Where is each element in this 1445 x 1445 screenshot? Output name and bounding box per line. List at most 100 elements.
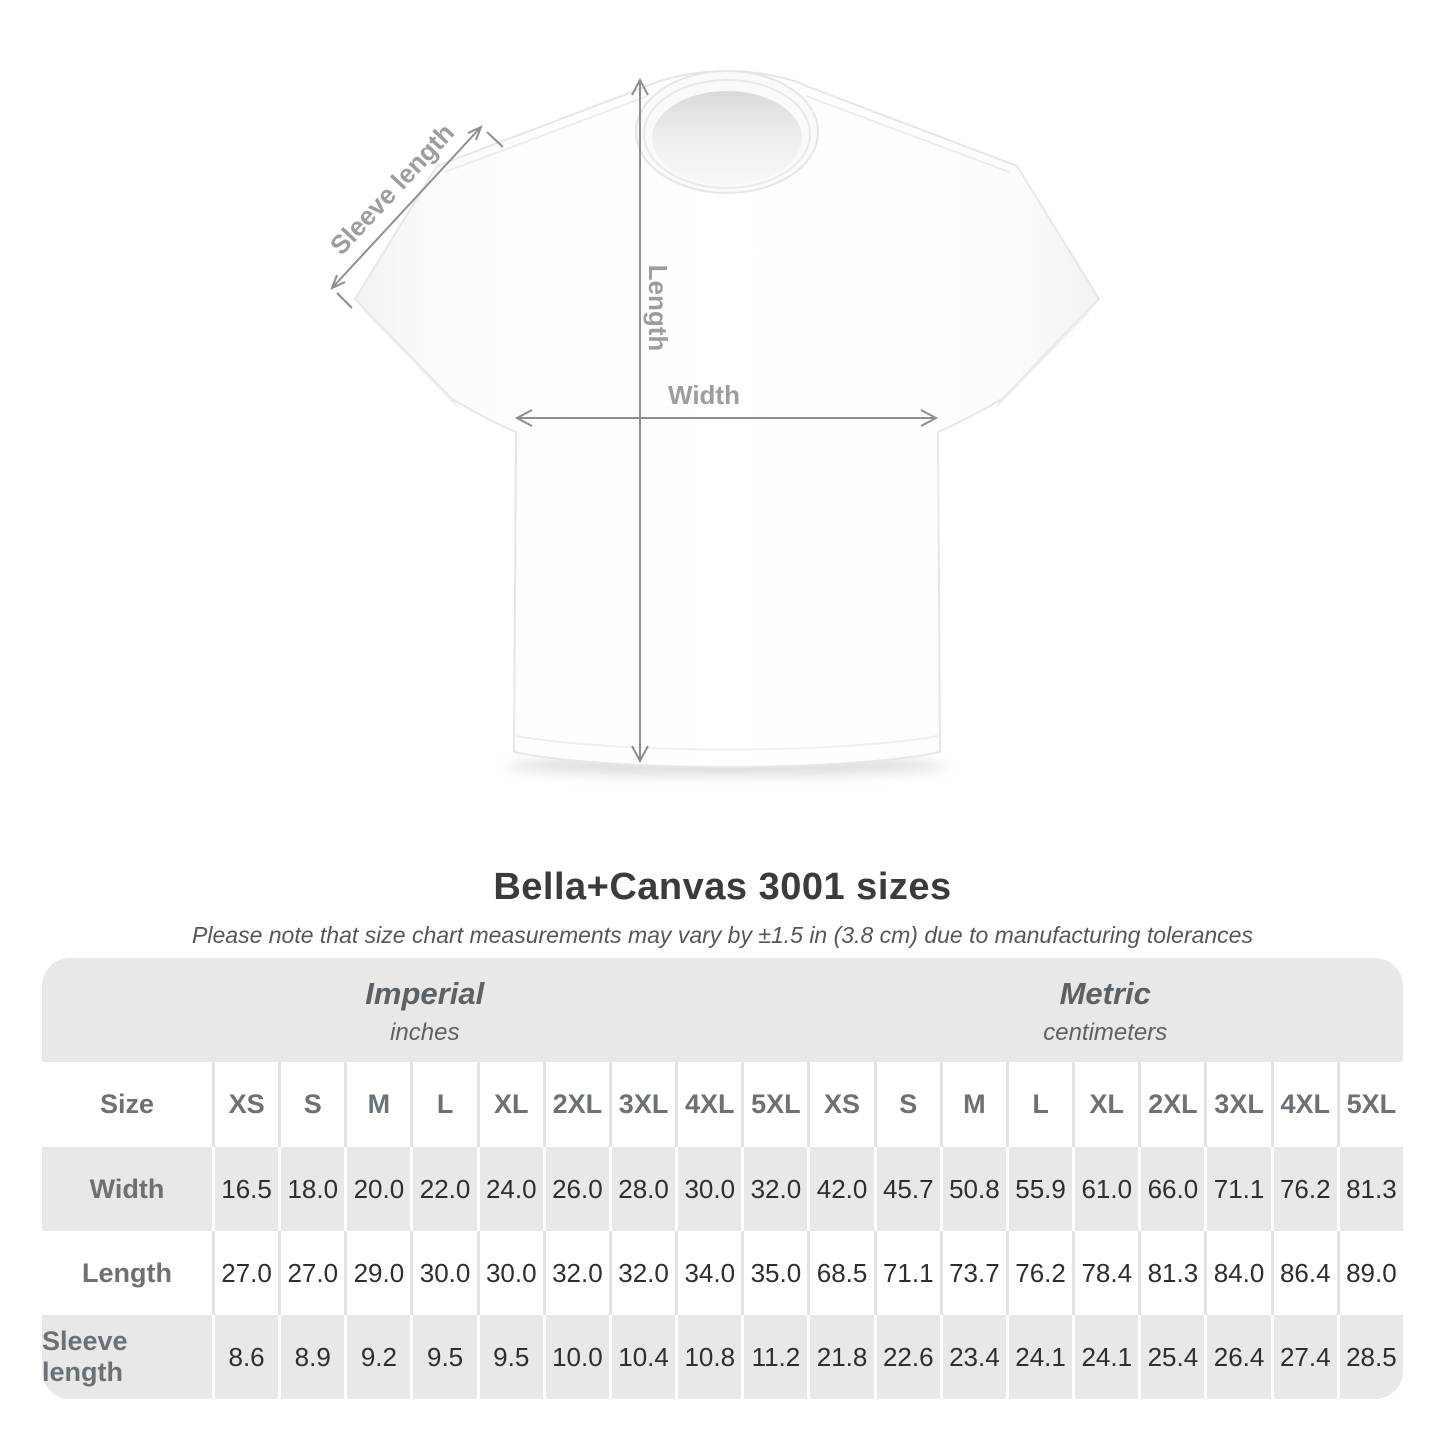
size-column-header: 5XL <box>1336 1062 1403 1147</box>
size-value-cell: 10.4 <box>608 1315 675 1399</box>
sleeve-length-arrow <box>330 125 504 309</box>
sleeve-extension-tick-bottom <box>336 292 353 309</box>
size-value-cell: 78.4 <box>1072 1231 1138 1315</box>
page-title: Bella+Canvas 3001 sizes <box>493 866 952 908</box>
table-row: Width 16.5 18.0 20.0 22.0 24.0 26.0 28.0 30.0 32.… <box>42 1147 1403 1231</box>
length-dimension-label: Length <box>643 265 673 352</box>
size-column-header: XS <box>212 1062 278 1147</box>
tshirt-hem-seam <box>515 735 939 751</box>
size-value-cell: 30.0 <box>410 1231 476 1315</box>
size-value-cell: 68.5 <box>807 1231 873 1315</box>
size-value-cell: 29.0 <box>344 1231 410 1315</box>
size-value-cell: 55.9 <box>1005 1147 1072 1231</box>
size-value-cell: 25.4 <box>1138 1315 1204 1399</box>
size-value-cell: 24.1 <box>1072 1315 1138 1399</box>
tshirt-measurement-diagram: Length Width Sleeve length <box>324 70 1100 776</box>
group-imperial-label: Imperial <box>365 975 485 1011</box>
size-value-cell: 27.0 <box>212 1231 278 1315</box>
group-metric-unit: centimeters <box>1043 1018 1168 1046</box>
size-value-cell: 66.0 <box>1138 1147 1204 1231</box>
size-value-cell: 28.5 <box>1336 1315 1403 1399</box>
size-value-cell: 81.3 <box>1336 1147 1403 1231</box>
size-column-header: L <box>410 1062 476 1147</box>
group-imperial-unit: inches <box>390 1018 460 1046</box>
tshirt-cuff-seam-right <box>996 309 1091 407</box>
size-column-header: 3XL <box>608 1062 675 1147</box>
size-value-cell: 27.4 <box>1270 1315 1337 1399</box>
table-group-header: Imperial inches Metric centimeters <box>42 958 1403 1062</box>
size-value-cell: 11.2 <box>741 1315 807 1399</box>
size-column-header: M <box>939 1062 1006 1147</box>
tolerance-note: Please note that size chart measurements… <box>192 922 1253 948</box>
size-value-cell: 71.1 <box>873 1231 940 1315</box>
size-value-cell: 32.0 <box>608 1231 675 1315</box>
size-value-cell: 35.0 <box>741 1231 807 1315</box>
size-value-cell: 76.2 <box>1270 1147 1337 1231</box>
size-value-cell: 9.5 <box>476 1315 543 1399</box>
size-value-cell: 32.0 <box>542 1231 609 1315</box>
size-column-header: L <box>1005 1062 1072 1147</box>
size-value-cell: 21.8 <box>807 1315 873 1399</box>
row-label: Sleeve length <box>42 1326 128 1387</box>
size-value-cell: 28.0 <box>608 1147 675 1231</box>
size-column-header: S <box>873 1062 940 1147</box>
size-value-cell: 20.0 <box>344 1147 410 1231</box>
size-value-cell: 34.0 <box>675 1231 741 1315</box>
size-value-cell: 23.4 <box>939 1315 1006 1399</box>
size-value-cell: 27.0 <box>278 1231 344 1315</box>
size-column-header: XS <box>807 1062 873 1147</box>
size-value-cell: 84.0 <box>1204 1231 1270 1315</box>
size-column-header: 4XL <box>675 1062 741 1147</box>
size-value-cell: 50.8 <box>939 1147 1006 1231</box>
size-value-cell: 89.0 <box>1336 1231 1403 1315</box>
column-header-size: Size <box>99 1089 155 1119</box>
size-value-cell: 18.0 <box>278 1147 344 1231</box>
size-value-cell: 10.8 <box>675 1315 741 1399</box>
size-column-header: S <box>278 1062 344 1147</box>
group-imperial: Imperial inches <box>42 958 808 1062</box>
size-column-header: 2XL <box>1138 1062 1204 1147</box>
size-value-cell: 16.5 <box>212 1147 278 1231</box>
row-label: Length <box>82 1257 172 1288</box>
size-value-cell: 30.0 <box>476 1231 543 1315</box>
size-column-header: M <box>344 1062 410 1147</box>
tshirt-cuff-seam-left <box>363 309 458 407</box>
size-column-header: 3XL <box>1204 1062 1270 1147</box>
table-row: Sleeve length 8.6 8.9 9.2 9.5 9.5 10.0 10.4 10.8… <box>42 1315 1403 1399</box>
size-value-cell: 81.3 <box>1138 1231 1204 1315</box>
size-table: Imperial inches Metric centimeters Size X… <box>42 958 1403 1399</box>
size-column-header: XL <box>1072 1062 1138 1147</box>
size-value-cell: 8.6 <box>212 1315 278 1399</box>
group-metric: Metric centimeters <box>808 958 1404 1062</box>
size-value-cell: 32.0 <box>741 1147 807 1231</box>
size-value-cell: 86.4 <box>1270 1231 1337 1315</box>
size-column-header: 5XL <box>741 1062 807 1147</box>
size-value-cell: 73.7 <box>939 1231 1006 1315</box>
size-table-body: Size XS S M L XL 2XL 3XL 4XL 5XL XS S M L XL 2XL 3XL 4XL 5… <box>42 1062 1403 1399</box>
group-metric-label: Metric <box>1059 975 1151 1011</box>
sleeve-extension-tick-top <box>486 131 504 148</box>
row-label: Width <box>89 1173 165 1204</box>
table-header-row: Size XS S M L XL 2XL 3XL 4XL 5XL XS S M L XL 2XL 3XL 4XL 5… <box>42 1062 1403 1147</box>
length-arrow <box>631 77 649 764</box>
tshirt-image <box>354 70 1100 776</box>
size-value-cell: 30.0 <box>675 1147 741 1231</box>
tshirt-neck-opening <box>652 91 802 185</box>
table-row: Length 27.0 27.0 29.0 30.0 30.0 32.0 32.0 34.0 35… <box>42 1231 1403 1315</box>
size-value-cell: 71.1 <box>1204 1147 1270 1231</box>
size-value-cell: 24.0 <box>476 1147 543 1231</box>
size-value-cell: 10.0 <box>542 1315 609 1399</box>
size-value-cell: 26.0 <box>542 1147 609 1231</box>
size-value-cell: 22.0 <box>410 1147 476 1231</box>
size-column-header: 2XL <box>542 1062 609 1147</box>
size-value-cell: 8.9 <box>278 1315 344 1399</box>
size-value-cell: 9.2 <box>344 1315 410 1399</box>
size-value-cell: 42.0 <box>807 1147 873 1231</box>
size-value-cell: 61.0 <box>1072 1147 1138 1231</box>
size-column-header: XL <box>476 1062 543 1147</box>
size-value-cell: 45.7 <box>873 1147 940 1231</box>
width-arrow <box>514 409 939 427</box>
width-dimension-label: Width <box>668 380 740 410</box>
tshirt-collar-seam <box>643 79 811 189</box>
